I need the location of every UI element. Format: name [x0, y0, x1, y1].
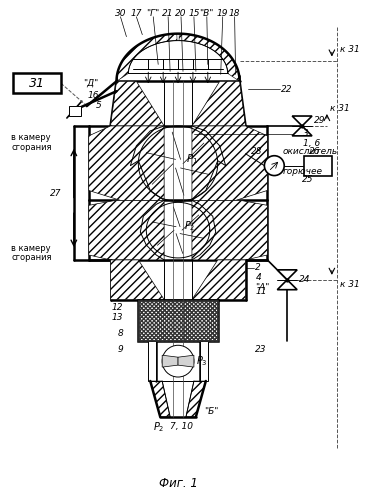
- Polygon shape: [192, 82, 246, 126]
- Polygon shape: [277, 280, 297, 289]
- Text: 13: 13: [112, 313, 123, 322]
- Polygon shape: [178, 355, 194, 367]
- Polygon shape: [116, 34, 177, 82]
- Text: к 31: к 31: [340, 45, 360, 54]
- Text: сгорания: сгорания: [11, 254, 52, 262]
- Text: 4: 4: [255, 274, 261, 282]
- Text: $P_2$: $P_2$: [153, 420, 165, 434]
- Bar: [69, 106, 81, 116]
- Text: 1, 6: 1, 6: [303, 140, 320, 148]
- Polygon shape: [277, 270, 297, 280]
- Polygon shape: [162, 355, 178, 367]
- Text: $P_1$: $P_1$: [186, 152, 198, 166]
- Text: 22: 22: [281, 84, 293, 94]
- Polygon shape: [179, 34, 240, 82]
- Text: к 31: к 31: [330, 104, 350, 112]
- Polygon shape: [89, 200, 164, 260]
- Text: 18: 18: [229, 10, 240, 18]
- Text: 8: 8: [118, 329, 123, 338]
- Bar: [13, 74, 61, 93]
- Polygon shape: [292, 116, 312, 126]
- Text: 29: 29: [314, 116, 326, 126]
- Text: 2: 2: [255, 264, 261, 272]
- Text: $P_2$: $P_2$: [184, 220, 195, 233]
- Text: 19: 19: [217, 10, 228, 18]
- Text: "Д": "Д": [83, 79, 99, 88]
- Bar: [138, 300, 218, 342]
- Polygon shape: [292, 126, 312, 136]
- Bar: [304, 156, 332, 176]
- Text: окислитель: окислитель: [282, 147, 337, 156]
- Text: к 31: к 31: [340, 280, 360, 289]
- Polygon shape: [192, 260, 246, 300]
- Text: 17: 17: [131, 10, 142, 18]
- Text: "А": "А": [255, 283, 270, 292]
- Text: в камеру: в камеру: [11, 244, 51, 252]
- Text: 26: 26: [309, 147, 320, 156]
- Polygon shape: [89, 126, 164, 200]
- Text: 21: 21: [162, 10, 174, 18]
- Polygon shape: [192, 126, 268, 200]
- Text: 9: 9: [118, 344, 123, 354]
- Text: $P_3$: $P_3$: [196, 354, 208, 368]
- Text: сгорания: сгорания: [11, 144, 52, 152]
- Polygon shape: [192, 200, 268, 260]
- Text: 15: 15: [188, 10, 200, 18]
- Text: 27: 27: [50, 189, 62, 198]
- Text: 25: 25: [302, 175, 313, 184]
- Polygon shape: [110, 260, 164, 300]
- Polygon shape: [110, 82, 164, 126]
- Text: горючее: горючее: [282, 167, 322, 176]
- Circle shape: [264, 156, 284, 176]
- Text: 5: 5: [96, 100, 102, 110]
- Text: 28: 28: [251, 147, 262, 156]
- Text: 31: 31: [29, 77, 45, 90]
- Text: 20: 20: [175, 10, 187, 18]
- Polygon shape: [148, 342, 156, 381]
- Text: 23: 23: [255, 344, 267, 354]
- Text: 7, 10: 7, 10: [170, 422, 193, 431]
- Text: 24: 24: [299, 276, 310, 284]
- Text: Фиг. 1: Фиг. 1: [159, 476, 197, 490]
- Circle shape: [162, 346, 194, 377]
- Text: "Б": "Б": [204, 408, 218, 416]
- Text: 3: 3: [303, 130, 309, 138]
- Text: 11: 11: [255, 287, 267, 296]
- Text: "В": "В": [200, 10, 214, 18]
- Text: "Г": "Г": [146, 10, 160, 18]
- Text: 30: 30: [115, 10, 126, 18]
- Text: 12: 12: [112, 303, 123, 312]
- Text: 16: 16: [87, 90, 99, 100]
- Bar: [138, 300, 218, 342]
- Text: в камеру: в камеру: [11, 134, 51, 142]
- Polygon shape: [200, 342, 208, 381]
